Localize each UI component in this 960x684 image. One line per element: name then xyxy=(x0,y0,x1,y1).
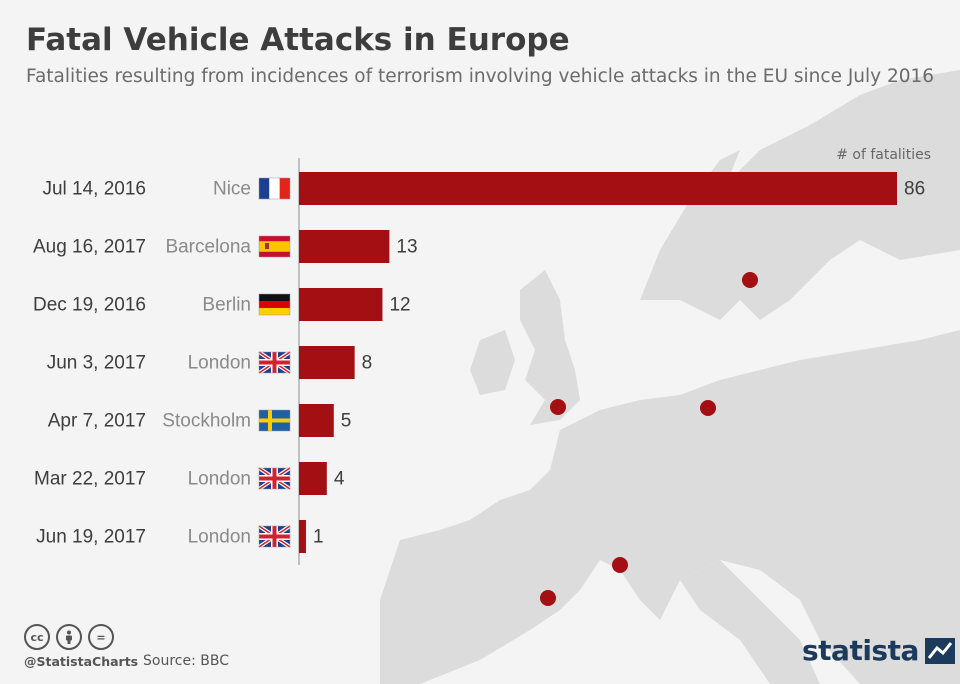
row-date-label: Mar 22, 2017 xyxy=(34,469,146,490)
bar-value-label: 4 xyxy=(334,469,345,490)
logo-text: statista xyxy=(802,634,919,667)
map-marker-stockholm xyxy=(742,272,758,288)
bar-value-label: 12 xyxy=(389,295,410,316)
nd-icon: = xyxy=(88,624,114,650)
map-marker-london xyxy=(550,399,566,415)
map-marker-berlin xyxy=(700,400,716,416)
spain-flag-icon xyxy=(258,235,291,258)
row-date-label: Jun 3, 2017 xyxy=(47,353,146,374)
row-city-label: London xyxy=(188,527,251,548)
row-date-label: Aug 16, 2017 xyxy=(33,237,146,258)
bar xyxy=(299,230,390,263)
uk-flag-icon xyxy=(257,524,292,549)
france-flag-icon xyxy=(258,177,291,200)
chart-title: Fatal Vehicle Attacks in Europe xyxy=(26,22,570,58)
row-city-label: Berlin xyxy=(202,295,251,316)
map-marker-nice xyxy=(612,557,628,573)
bar xyxy=(299,288,383,321)
row-city-label: London xyxy=(188,469,251,490)
bar-value-label: 5 xyxy=(341,411,352,432)
bar xyxy=(299,520,306,553)
logo-mark-icon xyxy=(924,637,955,664)
row-city-label: Barcelona xyxy=(165,237,251,258)
bar-value-label: 13 xyxy=(396,237,417,258)
map-marker-barcelona xyxy=(540,590,556,606)
bar-value-label: 1 xyxy=(313,527,324,548)
germany-flag-icon xyxy=(258,293,291,316)
twitter-handle[interactable]: @StatistaCharts xyxy=(24,654,139,669)
uk-flag-icon xyxy=(257,466,292,491)
source-note: Source: BBC xyxy=(143,653,229,669)
bar xyxy=(299,172,897,205)
row-city-label: Nice xyxy=(213,179,251,200)
by-icon xyxy=(56,624,82,650)
cc-icon: cc xyxy=(24,624,50,650)
bar-value-label: 86 xyxy=(904,179,925,200)
row-date-label: Apr 7, 2017 xyxy=(48,411,146,432)
row-date-label: Dec 19, 2016 xyxy=(33,295,146,316)
statista-logo[interactable]: statista xyxy=(802,634,955,667)
chart-subtitle: Fatalities resulting from incidences of … xyxy=(26,66,935,87)
row-date-label: Jun 19, 2017 xyxy=(36,527,146,548)
sweden-flag-icon xyxy=(258,409,291,432)
bar xyxy=(299,462,327,495)
uk-flag-icon xyxy=(257,350,292,375)
row-city-label: Stockholm xyxy=(162,411,251,432)
row-city-label: London xyxy=(188,353,251,374)
row-date-label: Jul 14, 2016 xyxy=(42,179,146,200)
value-axis-label: # of fatalities xyxy=(836,147,931,163)
bar xyxy=(299,404,334,437)
license-icons: cc = xyxy=(24,624,114,650)
bar xyxy=(299,346,355,379)
bar-value-label: 8 xyxy=(362,353,373,374)
